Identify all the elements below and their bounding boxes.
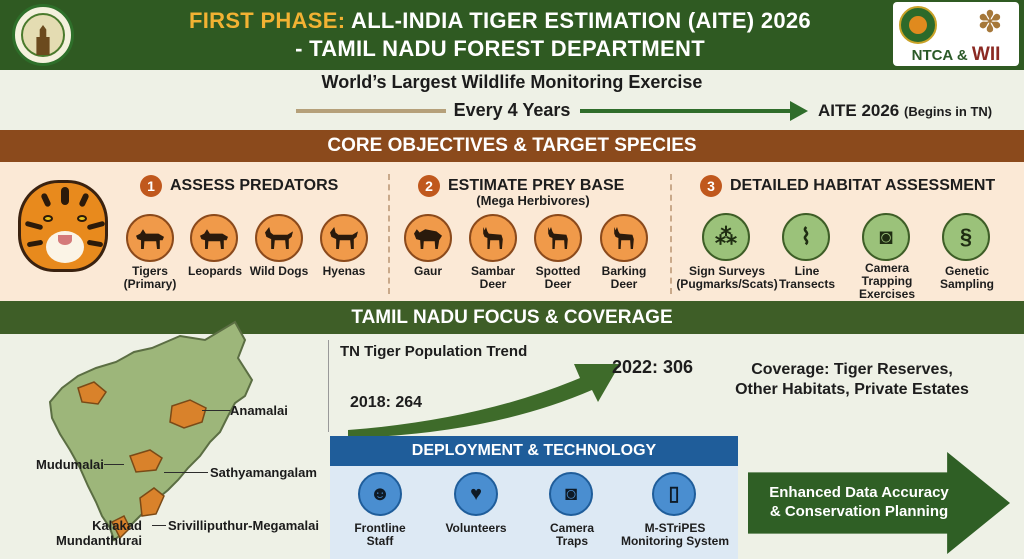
ranger-icon: ☻ [358, 472, 402, 516]
kalakad-reserve-shape [110, 514, 131, 540]
outcome-text: Enhanced Data Accuracy & Conservation Pla… [769, 484, 949, 520]
gaur-icon [404, 214, 452, 262]
predator-wild-dog [255, 214, 303, 262]
method-camera-trapping: ◙ [862, 213, 910, 261]
barking-deer-label: Barking Deer [601, 264, 647, 291]
wii-flower-emblem-icon: ✽ [977, 6, 1003, 39]
hyenas-label: Hyenas [322, 264, 366, 278]
route-icon: ⌇ [782, 213, 830, 261]
leopard-icon [190, 214, 238, 262]
sambar-deer-label: Sambar Deer [470, 264, 516, 291]
hyena-icon [320, 214, 368, 262]
volunteers-label: Volunteers [445, 521, 507, 535]
prey-gaur [404, 214, 452, 262]
coverage-text: Coverage: Tiger Reserves, Other Habitats,… [735, 361, 969, 398]
mobile-app-icon: ▯ [652, 472, 696, 516]
footprints-icon: ⁂ [702, 213, 750, 261]
method-line-transects: ⌇ [782, 213, 830, 261]
deploy-frontline-staff: ☻ [358, 472, 402, 516]
genetic-sampling-label: Genetic Sampling [939, 264, 994, 291]
anamalai-reserve-shape [169, 399, 207, 429]
camera-icon: ◙ [549, 472, 593, 516]
sign-surveys-label: Sign Surveys (Pugmarks/Scats) [676, 264, 778, 291]
header-bar [0, 0, 1024, 70]
m-stripes-label: M-STriPES Monitoring System [620, 521, 729, 548]
map-label-anamalai: Anamalai [230, 403, 288, 418]
camera-trapping-label: Camera Trapping Exercises [858, 261, 916, 301]
title-main: ALL-INDIA TIGER ESTIMATION (AITE) 2026 [351, 8, 811, 33]
partner-logos: ✽ NTCA & WII [893, 2, 1019, 66]
partner-names: NTCA & WII [911, 44, 1001, 65]
map-leader-line [202, 410, 230, 411]
trend-start-label: 2018: 264 [350, 394, 423, 411]
timeline-line-left [296, 109, 446, 113]
timeline-line-right [580, 109, 792, 113]
prey-spotted-deer [534, 214, 582, 262]
deployment-title: DEPLOYMENT & TECHNOLOGY [330, 436, 738, 466]
predator-hyena [320, 214, 368, 262]
deploy-m-stripes: ▯ [652, 472, 696, 516]
focus-section-title: TAMIL NADU FOCUS & COVERAGE [0, 301, 1024, 334]
tigers-label: Tigers (Primary) [123, 264, 177, 291]
tamil-nadu-map [48, 320, 254, 542]
title-line2: - TAMIL NADU FOREST DEPARTMENT [295, 36, 705, 61]
wild-dog-icon [255, 214, 303, 262]
ntca-tiger-emblem-icon [899, 6, 937, 44]
trend-title: TN Tiger Population Trend [340, 343, 528, 360]
predator-tiger [126, 214, 174, 262]
method-genetic-sampling: § [942, 213, 990, 261]
population-trend-arrow [348, 364, 620, 438]
objective-2-subtitle: (Mega Herbivores) [476, 193, 590, 208]
timeline-arrow-icon [790, 101, 808, 121]
spotted-deer-icon [534, 214, 582, 262]
prey-barking-deer [600, 214, 648, 262]
gaur-label: Gaur [413, 264, 442, 278]
mudumalai-reserve-shape [77, 381, 107, 405]
tiger-icon [126, 214, 174, 262]
prey-sambar-deer [469, 214, 517, 262]
line-transects-label: Line Transects [778, 264, 836, 291]
deploy-volunteers: ♥ [454, 472, 498, 516]
objectives-divider [670, 174, 672, 294]
map-leader-line [152, 525, 166, 526]
camera-traps-label: Camera Traps [549, 521, 595, 548]
page-title: FIRST PHASE: ALL-INDIA TIGER ESTIMATION … [100, 7, 900, 63]
method-sign-surveys: ⁂ [702, 213, 750, 261]
banner-headline: World’s Largest Wildlife Monitoring Exer… [321, 72, 703, 92]
objective-2-title: 2 ESTIMATE PREY BASE [418, 175, 624, 197]
predator-leopard [190, 214, 238, 262]
map-label-srivilliputhur-megamalai: Srivilliputhur-Megamalai [168, 518, 319, 533]
objective-1-title: 1 ASSESS PREDATORS [140, 175, 338, 197]
objective-3-title: 3 DETAILED HABITAT ASSESSMENT [700, 175, 995, 197]
tamil-nadu-forest-seal-logo [12, 4, 74, 66]
sambar-deer-icon [469, 214, 517, 262]
frontline-staff-label: Frontline Staff [354, 521, 406, 548]
barking-deer-icon [600, 214, 648, 262]
frequency-label: Every 4 Years [453, 100, 571, 120]
aite-2026-label: AITE 2026 (Begins in TN) [818, 101, 993, 120]
map-label-mudumalai: Mudumalai [36, 457, 104, 472]
srivilliputhur-reserve-shape [139, 487, 165, 517]
sathyamangalam-reserve-shape [129, 449, 163, 473]
map-label-kalakad-mundanthurai: Kalakad Mundanthurai [56, 518, 142, 548]
leopards-label: Leopards [187, 264, 242, 278]
wild-dogs-label: Wild Dogs [249, 264, 309, 278]
temple-tower-icon [21, 13, 65, 57]
map-leader-line [164, 472, 208, 473]
volunteers-icon: ♥ [454, 472, 498, 516]
map-label-sathyamangalam: Sathyamangalam [210, 465, 317, 480]
objectives-section-title: CORE OBJECTIVES & TARGET SPECIES [0, 130, 1024, 162]
dna-icon: § [942, 213, 990, 261]
deploy-camera-traps: ◙ [549, 472, 593, 516]
trend-divider [328, 340, 329, 432]
spotted-deer-label: Spotted Deer [535, 264, 581, 291]
map-leader-line [104, 464, 124, 465]
trend-end-label: 2022: 306 [612, 357, 694, 377]
camera-trap-icon: ◙ [862, 213, 910, 261]
title-highlight: FIRST PHASE: [189, 8, 346, 33]
objectives-divider [388, 174, 390, 294]
trend-arrow-icon [348, 364, 620, 438]
tiger-face-icon [18, 180, 108, 272]
